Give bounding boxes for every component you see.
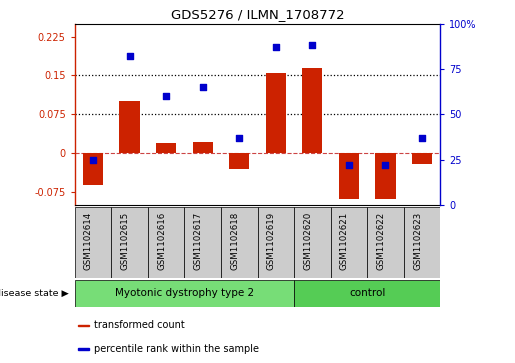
Text: GSM1102621: GSM1102621: [340, 212, 349, 270]
Text: GSM1102618: GSM1102618: [230, 212, 239, 270]
Point: [125, 53, 133, 59]
Point: [418, 135, 426, 141]
Text: control: control: [349, 288, 385, 298]
Bar: [221, 207, 258, 278]
Bar: [339, 153, 359, 199]
Text: GSM1102622: GSM1102622: [376, 212, 385, 270]
Bar: [78, 348, 89, 350]
Bar: [412, 153, 432, 164]
Text: percentile rank within the sample: percentile rank within the sample: [94, 344, 259, 354]
Point: [308, 42, 316, 48]
Bar: [184, 207, 221, 278]
Point: [198, 84, 207, 90]
Bar: [193, 142, 213, 153]
Bar: [78, 325, 89, 326]
Bar: [294, 207, 331, 278]
Bar: [294, 280, 440, 307]
Bar: [111, 207, 148, 278]
Bar: [331, 207, 367, 278]
Text: Myotonic dystrophy type 2: Myotonic dystrophy type 2: [115, 288, 254, 298]
Text: disease state ▶: disease state ▶: [0, 289, 68, 298]
Text: GSM1102615: GSM1102615: [121, 212, 129, 270]
Title: GDS5276 / ILMN_1708772: GDS5276 / ILMN_1708772: [170, 8, 345, 21]
Point: [271, 44, 280, 50]
Bar: [302, 68, 322, 153]
Text: GSM1102623: GSM1102623: [413, 212, 422, 270]
Bar: [119, 101, 140, 153]
Bar: [404, 207, 440, 278]
Point: [381, 162, 389, 168]
Text: GSM1102617: GSM1102617: [194, 212, 202, 270]
Text: GSM1102619: GSM1102619: [267, 212, 276, 270]
Point: [89, 157, 97, 163]
Bar: [75, 207, 111, 278]
Bar: [229, 153, 249, 169]
Bar: [367, 207, 404, 278]
Text: GSM1102614: GSM1102614: [84, 212, 93, 270]
Bar: [75, 280, 294, 307]
Bar: [148, 207, 184, 278]
Bar: [266, 73, 286, 153]
Text: GSM1102616: GSM1102616: [157, 212, 166, 270]
Text: transformed count: transformed count: [94, 321, 185, 330]
Text: GSM1102620: GSM1102620: [303, 212, 312, 270]
Bar: [258, 207, 294, 278]
Point: [235, 135, 243, 141]
Bar: [156, 143, 176, 153]
Point: [162, 93, 170, 99]
Bar: [83, 153, 103, 185]
Point: [345, 162, 353, 168]
Bar: [375, 153, 396, 199]
